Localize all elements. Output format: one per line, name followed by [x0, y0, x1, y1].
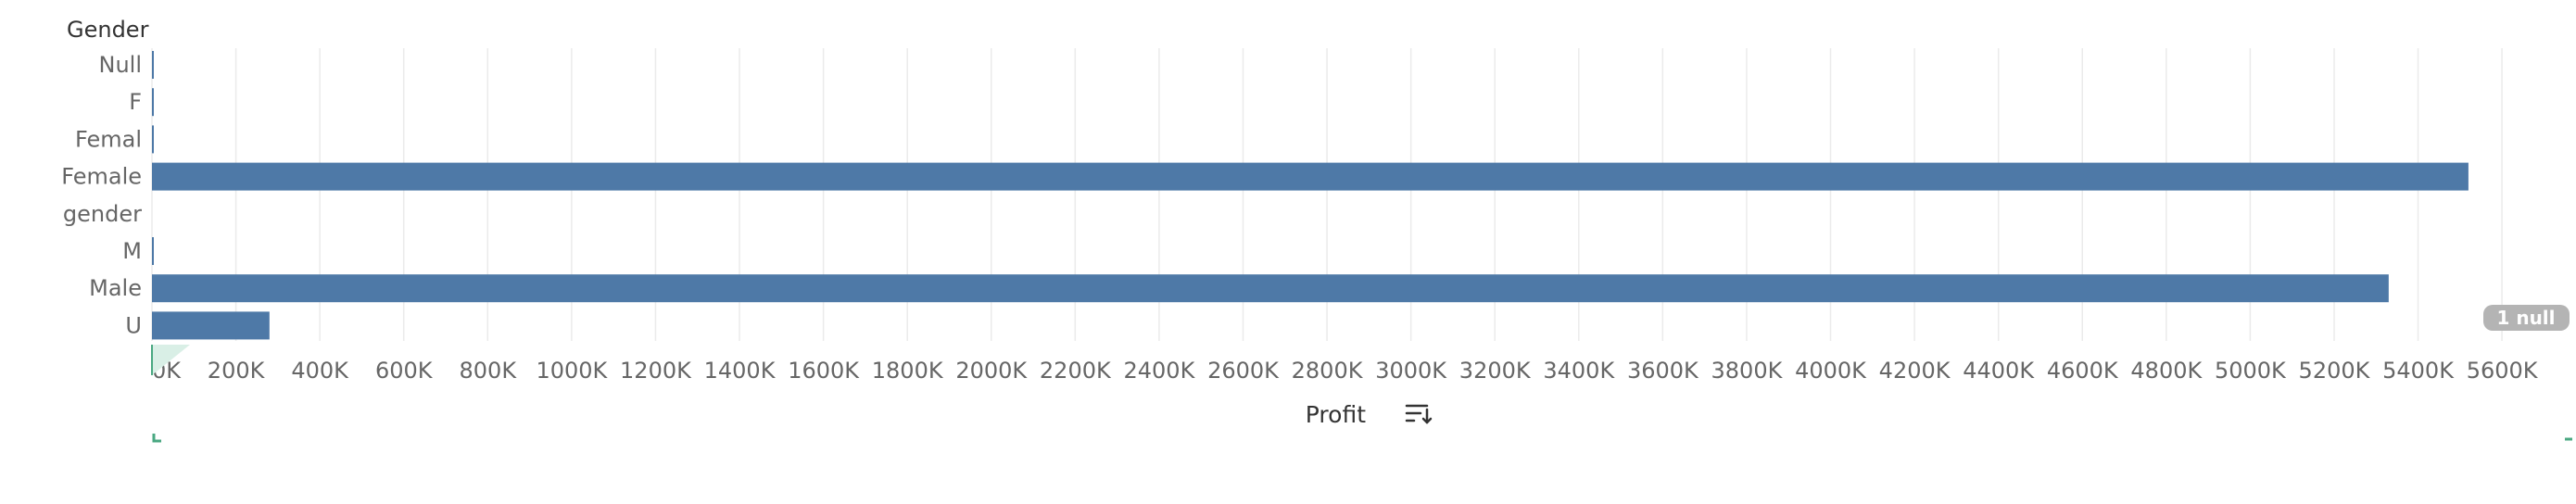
- bar[interactable]: [152, 311, 270, 340]
- x-tick-label: 1400K: [704, 358, 777, 384]
- selection-corner-marks: [152, 434, 2572, 443]
- x-tick-label: 400K: [291, 358, 349, 384]
- x-tick-label: 4600K: [2047, 358, 2119, 384]
- x-tick-label: 5600K: [2467, 358, 2539, 384]
- x-tick-labels: 0K 200K 400K 600K 800K 1000K 1200K 1400K 1600K 18…: [152, 358, 2539, 384]
- x-tick-label: 200K: [208, 358, 266, 384]
- category-label: Null: [99, 52, 143, 78]
- bar[interactable]: [152, 51, 154, 79]
- x-tick-label: 600K: [375, 358, 434, 384]
- x-tick-label: 3400K: [1543, 358, 1615, 384]
- category-label: U: [125, 312, 142, 338]
- x-tick-label: 1800K: [872, 358, 944, 384]
- axis-origin-marker: [151, 345, 190, 375]
- x-tick-label: 3000K: [1375, 358, 1447, 384]
- x-tick-label: 2600K: [1207, 358, 1280, 384]
- x-tick-label: 4000K: [1795, 358, 1867, 384]
- bars[interactable]: [152, 51, 2469, 340]
- x-tick-label: 1200K: [620, 358, 692, 384]
- x-tick-label: 3800K: [1711, 358, 1784, 384]
- x-tick-label: 4400K: [1963, 358, 2035, 384]
- x-tick-label: 1000K: [536, 358, 608, 384]
- null-indicator-badge[interactable]: 1 null: [2483, 305, 2570, 331]
- row-header-label: Gender: [67, 17, 149, 43]
- x-tick-label: 3200K: [1459, 358, 1532, 384]
- x-tick-label: 5400K: [2382, 358, 2455, 384]
- x-tick-label: 2200K: [1040, 358, 1112, 384]
- x-tick-label: 4800K: [2130, 358, 2203, 384]
- bar[interactable]: [152, 162, 2469, 191]
- sort-descending-icon[interactable]: [1405, 404, 1433, 424]
- category-label: Male: [89, 275, 142, 301]
- bar[interactable]: [152, 274, 2389, 303]
- null-indicator-label: 1 null: [2496, 307, 2555, 329]
- category-label: F: [129, 89, 142, 115]
- category-label: gender: [63, 201, 142, 227]
- x-axis-title[interactable]: Profit: [1306, 401, 1366, 428]
- x-tick-label: 2000K: [955, 358, 1028, 384]
- category-labels: Null F Femal Female gender M Male U: [61, 52, 142, 338]
- x-tick-label: 5200K: [2299, 358, 2371, 384]
- x-tick-label: 2800K: [1292, 358, 1364, 384]
- bar[interactable]: [152, 125, 154, 154]
- x-tick-label: 800K: [460, 358, 518, 384]
- bar[interactable]: [152, 88, 154, 117]
- category-label: Female: [61, 164, 142, 190]
- x-tick-label: 2400K: [1123, 358, 1195, 384]
- category-label: Femal: [75, 126, 142, 152]
- category-label: M: [122, 238, 142, 264]
- x-tick-label: 4200K: [1879, 358, 1951, 384]
- x-tick-label: 3600K: [1627, 358, 1699, 384]
- x-tick-label: 1600K: [788, 358, 860, 384]
- x-tick-label: 5000K: [2215, 358, 2287, 384]
- bar[interactable]: [152, 237, 154, 265]
